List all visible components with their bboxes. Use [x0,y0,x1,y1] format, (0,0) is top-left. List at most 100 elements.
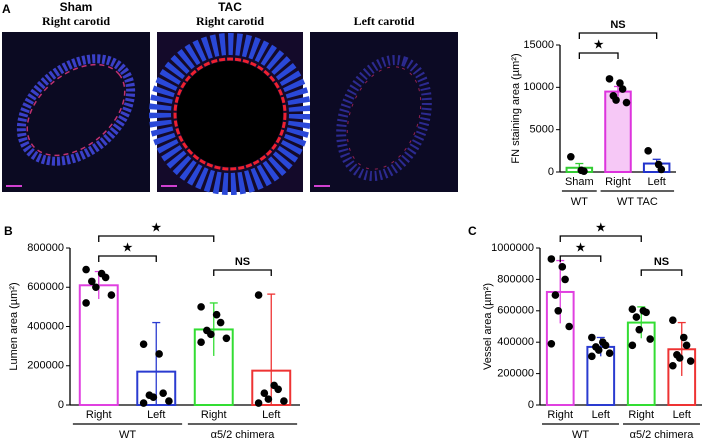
data-point [197,338,205,347]
image-group: Sham [60,0,93,14]
data-point [165,397,173,405]
data-point [588,333,596,342]
y-tick-label: 800000 [497,273,534,285]
group-label: WT [119,429,136,441]
data-point [561,275,569,284]
y-tick-label: 0 [528,399,534,411]
significance-bracket [213,269,272,276]
data-point [274,385,282,394]
data-point [254,399,263,407]
data-point [594,346,603,354]
data-point [222,334,231,343]
group-label: WT [571,196,588,208]
image-label: Left carotid [354,14,415,28]
data-point [197,303,205,311]
significance-bracket [578,32,658,39]
data-point [92,283,100,292]
x-tick-label: Right [605,176,631,188]
x-tick-label: Right [86,409,112,421]
x-tick-label: Left [647,176,665,188]
data-point [554,307,563,315]
data-point [280,397,288,405]
significance-label: NS [610,19,625,31]
panel-label: A [2,2,11,16]
data-point [669,361,677,370]
y-tick-label: 0 [548,166,554,178]
y-axis-label: Vessel area (µm²) [482,283,494,370]
data-point [605,349,614,357]
group-label: α5/2 chimera [630,429,695,441]
x-tick-label: Right [628,409,654,421]
significance-label: ★ [123,242,133,254]
y-tick-label: 200000 [27,360,64,372]
data-point [101,273,110,282]
significance-bracket [578,52,619,59]
x-tick-label: Sham [565,176,594,188]
x-tick-label: Right [201,409,227,421]
data-point [82,299,90,307]
data-point [679,333,688,342]
y-tick-label: 600000 [27,281,64,293]
data-point [82,265,90,274]
data-point [616,79,624,87]
group-label: WT TAC [617,196,658,208]
data-point [551,291,560,299]
y-tick-label: 1000000 [491,242,534,254]
x-tick-label: Right [547,409,573,421]
x-tick-label: Left [147,409,165,421]
data-point [159,389,167,398]
data-point [212,310,221,319]
y-tick-label: 400000 [497,336,534,348]
significance-bracket [559,235,642,242]
y-tick-label: 600000 [497,305,534,317]
y-tick-label: 800000 [27,242,64,254]
data-point [605,75,614,83]
data-point [612,96,620,104]
y-axis-label: FN staining area (µm²) [510,53,522,163]
data-point [558,263,567,271]
data-point [644,147,652,155]
y-tick-label: 0 [58,399,64,411]
data-point [675,354,684,362]
significance-bracket [98,235,215,242]
data-point [216,318,225,327]
significance-bracket [640,269,683,276]
data-point [567,152,575,161]
data-point [632,313,641,321]
micrograph [2,32,150,192]
y-tick-label: 10000 [523,81,554,93]
micrograph [149,32,311,195]
panel-label: B [4,224,13,238]
data-point [588,352,596,361]
y-axis-label: Lumen area (µm²) [8,282,20,370]
significance-label: NS [235,256,250,268]
data-point [646,335,654,343]
group-label: α5/2 chimera [211,429,276,441]
data-point [628,341,637,350]
significance-label: ★ [576,242,586,254]
x-tick-label: Left [592,409,610,421]
data-point [107,291,116,299]
y-tick-label: 15000 [523,39,554,51]
image-label: Right carotid [42,14,110,28]
significance-label: ★ [594,39,604,51]
significance-label: ★ [596,222,606,234]
data-point [618,85,627,93]
x-tick-label: Left [673,409,691,421]
data-point [149,393,158,401]
y-tick-label: 200000 [497,368,534,380]
data-point [139,340,148,348]
micrograph [310,32,458,192]
image-label: Right carotid [196,14,264,28]
data-point [264,395,273,403]
data-point [254,291,263,299]
data-point [547,339,556,348]
data-point [642,308,650,317]
data-point [207,330,215,339]
data-point [260,389,269,398]
group-label: WT [572,429,589,441]
y-tick-label: 400000 [27,320,64,332]
data-point [682,341,691,350]
x-tick-label: Left [262,409,280,421]
